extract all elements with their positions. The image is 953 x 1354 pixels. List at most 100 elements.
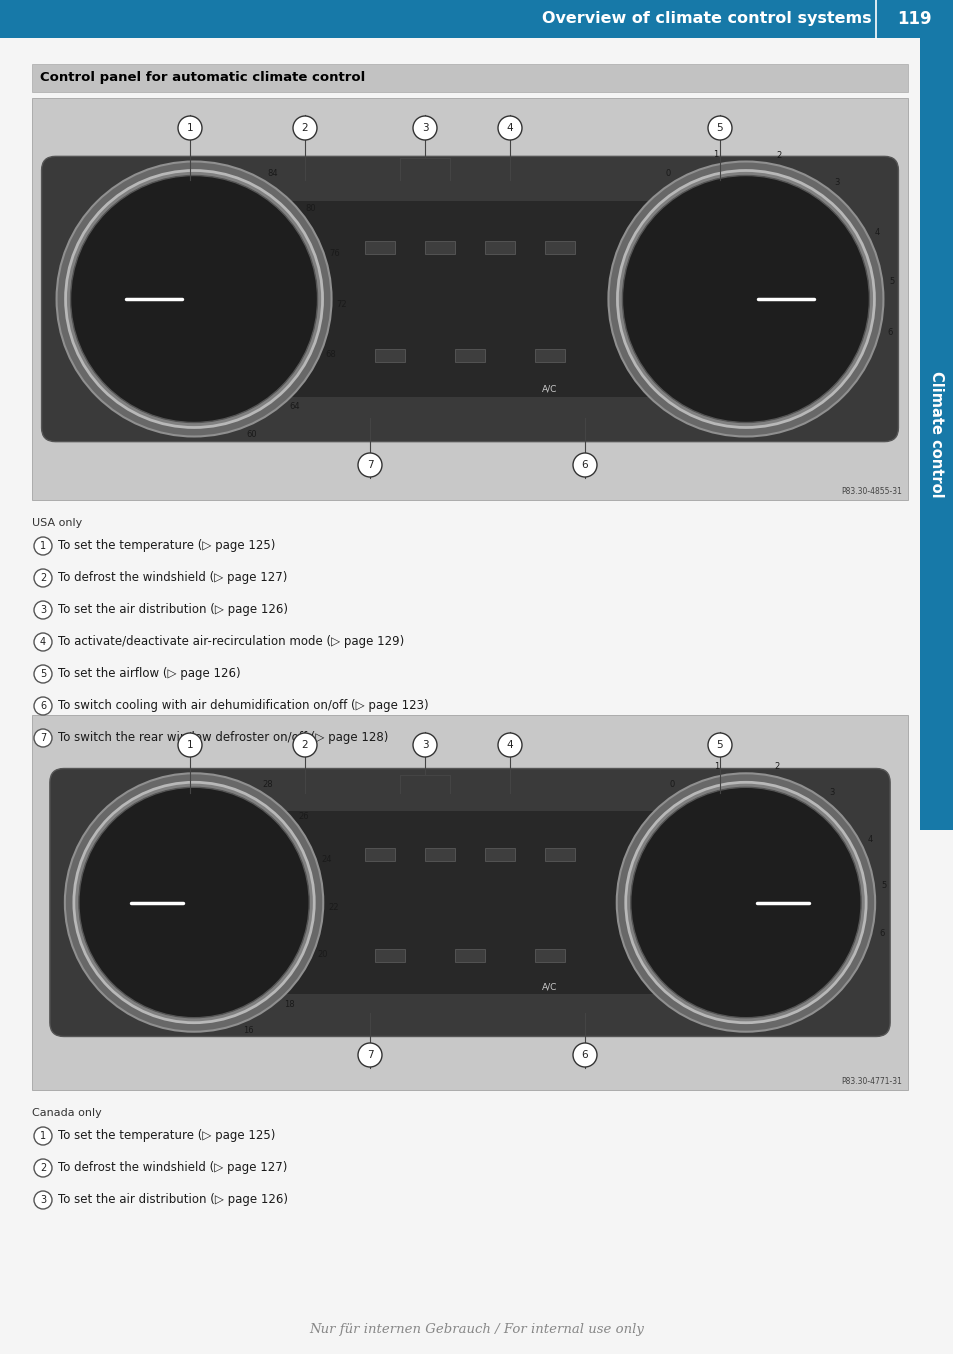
FancyBboxPatch shape xyxy=(50,769,889,1037)
Text: 80: 80 xyxy=(305,203,315,213)
Text: 4: 4 xyxy=(506,123,513,133)
Circle shape xyxy=(707,116,731,139)
Circle shape xyxy=(357,454,381,477)
Circle shape xyxy=(616,773,874,1032)
Text: To defrost the windshield (▷ page 127): To defrost the windshield (▷ page 127) xyxy=(58,1162,287,1174)
Text: 68: 68 xyxy=(325,349,335,359)
Text: Nur für internen Gebrauch / For internal use only: Nur für internen Gebrauch / For internal… xyxy=(309,1323,644,1336)
Text: 72: 72 xyxy=(335,299,346,309)
Circle shape xyxy=(34,601,52,619)
Bar xyxy=(535,949,564,961)
Text: 3: 3 xyxy=(40,1196,46,1205)
Text: 1: 1 xyxy=(40,1131,46,1141)
Text: 1: 1 xyxy=(187,123,193,133)
Bar xyxy=(32,715,907,1090)
Text: 4: 4 xyxy=(874,227,879,237)
Circle shape xyxy=(625,783,865,1022)
Bar xyxy=(375,949,405,961)
Text: 2: 2 xyxy=(774,762,779,772)
Bar xyxy=(919,38,953,830)
Circle shape xyxy=(34,697,52,715)
Text: 6: 6 xyxy=(581,1049,588,1060)
Bar xyxy=(424,241,455,255)
Circle shape xyxy=(34,634,52,651)
Bar xyxy=(365,848,395,861)
Text: To set the temperature (▷ page 125): To set the temperature (▷ page 125) xyxy=(58,539,275,552)
Text: 119: 119 xyxy=(897,9,931,28)
Bar xyxy=(544,848,575,861)
Circle shape xyxy=(357,1043,381,1067)
Circle shape xyxy=(497,116,521,139)
Circle shape xyxy=(65,773,323,1032)
Bar xyxy=(32,64,907,92)
FancyBboxPatch shape xyxy=(42,156,898,441)
Text: 7: 7 xyxy=(366,460,373,470)
Circle shape xyxy=(413,116,436,139)
Circle shape xyxy=(608,161,882,436)
Bar xyxy=(455,949,484,961)
Circle shape xyxy=(56,161,332,436)
Circle shape xyxy=(66,171,322,428)
Circle shape xyxy=(617,171,874,428)
Text: 4: 4 xyxy=(866,835,872,844)
Text: P83.30-4855-31: P83.30-4855-31 xyxy=(841,487,901,497)
Text: 16: 16 xyxy=(243,1026,253,1036)
Text: 2: 2 xyxy=(776,150,781,160)
Text: 3: 3 xyxy=(421,123,428,133)
Bar xyxy=(0,0,953,38)
Circle shape xyxy=(497,733,521,757)
Circle shape xyxy=(79,787,309,1018)
Text: 5: 5 xyxy=(40,669,46,678)
Circle shape xyxy=(573,454,597,477)
Text: Canada only: Canada only xyxy=(32,1108,102,1118)
Text: A/C: A/C xyxy=(541,385,558,394)
Circle shape xyxy=(630,787,861,1018)
Circle shape xyxy=(178,116,202,139)
Text: 4: 4 xyxy=(40,636,46,647)
Text: 2: 2 xyxy=(301,741,308,750)
Bar xyxy=(484,241,515,255)
Circle shape xyxy=(621,176,868,422)
Circle shape xyxy=(34,1127,52,1145)
Text: 2: 2 xyxy=(301,123,308,133)
Text: 22: 22 xyxy=(328,903,338,911)
Circle shape xyxy=(34,569,52,588)
Text: 1: 1 xyxy=(187,741,193,750)
Text: 5: 5 xyxy=(716,123,722,133)
Text: 20: 20 xyxy=(317,951,328,959)
Text: 60: 60 xyxy=(246,431,256,439)
Bar xyxy=(32,97,907,500)
Circle shape xyxy=(34,538,52,555)
Text: 3: 3 xyxy=(40,605,46,615)
Bar xyxy=(544,241,575,255)
Text: 24: 24 xyxy=(321,854,332,864)
Text: To set the airflow (▷ page 126): To set the airflow (▷ page 126) xyxy=(58,668,240,681)
Text: 6: 6 xyxy=(886,328,891,337)
Circle shape xyxy=(707,733,731,757)
Text: 3: 3 xyxy=(828,788,834,798)
Text: 2: 2 xyxy=(40,1163,46,1173)
Bar xyxy=(274,811,664,994)
Text: 18: 18 xyxy=(283,999,294,1009)
Circle shape xyxy=(293,733,316,757)
Text: To defrost the windshield (▷ page 127): To defrost the windshield (▷ page 127) xyxy=(58,571,287,585)
Text: To switch cooling with air dehumidification on/off (▷ page 123): To switch cooling with air dehumidificat… xyxy=(58,700,428,712)
Circle shape xyxy=(71,176,317,422)
Text: P83.30-4771-31: P83.30-4771-31 xyxy=(841,1078,901,1086)
Text: 3: 3 xyxy=(421,741,428,750)
Text: 6: 6 xyxy=(878,929,883,938)
Bar xyxy=(375,349,405,362)
Text: 2: 2 xyxy=(40,573,46,584)
Circle shape xyxy=(34,665,52,682)
Text: 26: 26 xyxy=(298,812,309,822)
Text: 5: 5 xyxy=(889,276,894,286)
Text: 6: 6 xyxy=(581,460,588,470)
Text: 7: 7 xyxy=(366,1049,373,1060)
Text: Control panel for automatic climate control: Control panel for automatic climate cont… xyxy=(40,72,365,84)
Bar xyxy=(455,349,484,362)
Text: A/C: A/C xyxy=(541,982,558,991)
Circle shape xyxy=(73,783,314,1022)
Text: To activate/deactivate air-recirculation mode (▷ page 129): To activate/deactivate air-recirculation… xyxy=(58,635,404,649)
Text: 0: 0 xyxy=(669,780,674,789)
Bar xyxy=(365,241,395,255)
